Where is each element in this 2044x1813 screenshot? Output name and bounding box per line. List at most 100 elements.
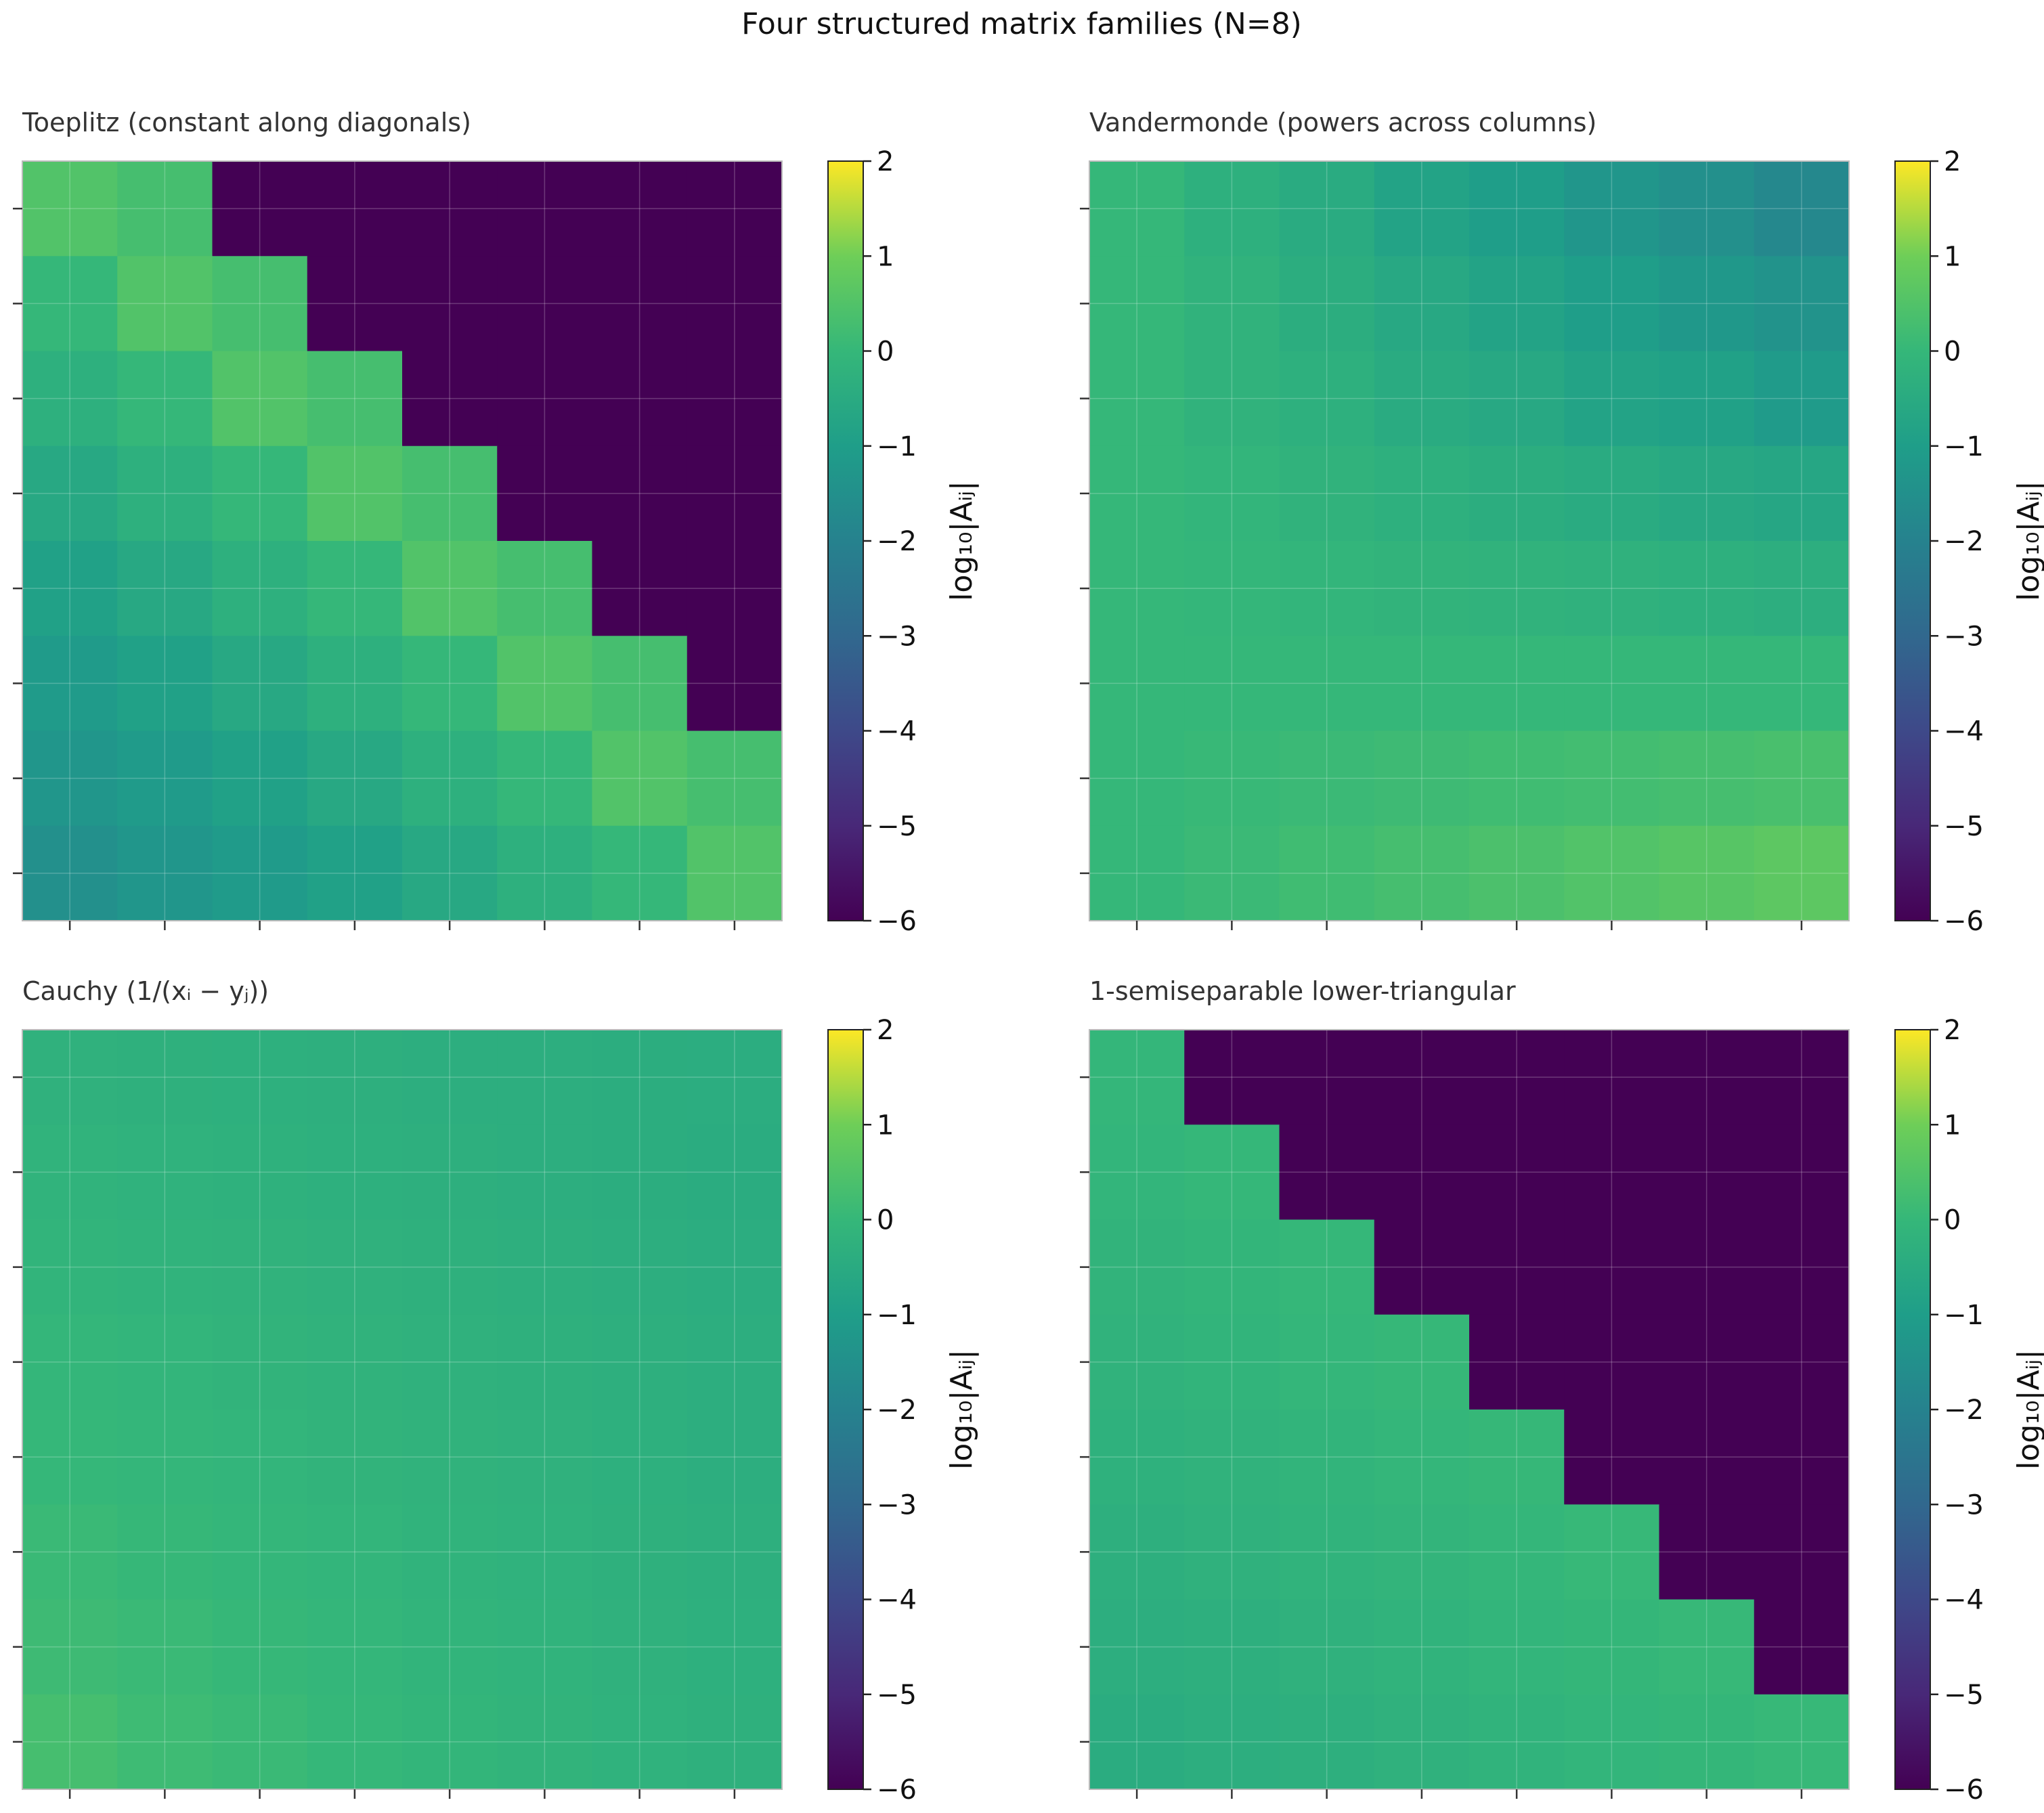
heatmap-cell bbox=[1089, 351, 1185, 447]
heatmap-cell bbox=[1184, 1410, 1280, 1505]
colorbar-tick-label: −1 bbox=[1944, 431, 1984, 462]
heatmap-cell bbox=[307, 256, 403, 352]
heatmap-cell bbox=[22, 1124, 118, 1221]
heatmap-cell bbox=[1279, 1504, 1375, 1600]
heatmap-cell bbox=[307, 541, 403, 636]
heatmap-cell bbox=[1754, 445, 1850, 542]
heatmap-cell bbox=[592, 256, 688, 352]
colorbar-tick-label: −2 bbox=[877, 1395, 917, 1426]
heatmap-cell bbox=[1184, 445, 1280, 542]
heatmap-cell bbox=[1374, 1219, 1470, 1315]
heatmap-cell bbox=[1089, 825, 1185, 921]
heatmap-cell bbox=[212, 256, 308, 352]
heatmap-cell bbox=[1279, 1410, 1375, 1505]
heatmap-cell bbox=[1374, 1124, 1470, 1221]
colorbar-tick-label: −2 bbox=[1944, 1395, 1984, 1426]
heatmap-cell bbox=[1184, 351, 1280, 447]
heatmap-cell bbox=[402, 445, 498, 542]
heatmap-cell bbox=[497, 1219, 593, 1315]
heatmap-cell bbox=[1754, 1694, 1850, 1790]
heatmap-cell bbox=[22, 1410, 118, 1505]
heatmap-cell bbox=[22, 161, 118, 257]
colorbar-label: log₁₀|Aᵢⱼ| bbox=[2012, 481, 2044, 601]
heatmap-cell bbox=[1184, 1124, 1280, 1221]
heatmap-cell bbox=[117, 1694, 213, 1790]
heatmap-cell bbox=[592, 1410, 688, 1505]
heatmap-cell bbox=[1374, 636, 1470, 732]
colorbar-tick-label: −5 bbox=[1944, 811, 1984, 842]
heatmap-cell bbox=[1089, 445, 1185, 542]
colorbar-tick-label: 0 bbox=[877, 336, 894, 368]
heatmap-cell bbox=[1469, 825, 1565, 921]
heatmap-cell bbox=[307, 1599, 403, 1695]
heatmap-cell bbox=[1089, 1504, 1185, 1600]
colorbar-tick-label: 1 bbox=[877, 1110, 894, 1141]
heatmap-cell bbox=[1184, 1599, 1280, 1695]
heatmap-cell bbox=[1184, 1694, 1280, 1790]
heatmap-cell bbox=[687, 256, 783, 352]
heatmap-cell bbox=[1469, 1599, 1565, 1695]
heatmap-cell bbox=[117, 1410, 213, 1505]
colorbar-tick-label: 2 bbox=[1944, 1015, 1961, 1046]
heatmap-cell bbox=[117, 1504, 213, 1600]
heatmap-cell bbox=[1184, 161, 1280, 257]
heatmap-cell bbox=[117, 161, 213, 257]
heatmap-cell bbox=[687, 1599, 783, 1695]
heatmap-cell bbox=[592, 1599, 688, 1695]
heatmap-cell bbox=[1374, 1694, 1470, 1790]
heatmap-cell bbox=[1469, 445, 1565, 542]
heatmap-panel-3: Cauchy (1/(xᵢ − yⱼ)) 2 1 0 −1 −2 −3 −4 −5 −6 log₁₀… bbox=[13, 976, 979, 1806]
heatmap-cell bbox=[212, 1410, 308, 1505]
heatmap-cell bbox=[1089, 730, 1185, 827]
heatmap-cell bbox=[402, 636, 498, 732]
heatmap-cell bbox=[1564, 1314, 1660, 1410]
heatmap-cell bbox=[592, 1219, 688, 1315]
colorbar bbox=[1894, 160, 1931, 921]
panel-title: Vandermonde (powers across columns) bbox=[1089, 108, 1596, 137]
heatmap-cell bbox=[1564, 1219, 1660, 1315]
heatmap-cell bbox=[1659, 1410, 1755, 1505]
heatmap-cell bbox=[687, 541, 783, 636]
colorbar-tick-label: −2 bbox=[1944, 526, 1984, 557]
heatmap-cell bbox=[307, 1410, 403, 1505]
heatmap-cell bbox=[402, 730, 498, 827]
heatmap-cell bbox=[1089, 161, 1185, 257]
colorbar-tick-label: −1 bbox=[1944, 1300, 1984, 1331]
heatmap-cell bbox=[1469, 541, 1565, 636]
colorbar-tick-label: 2 bbox=[877, 1015, 894, 1046]
heatmap-cell bbox=[1564, 1504, 1660, 1600]
heatmap-cell bbox=[1184, 1504, 1280, 1600]
heatmap-cell bbox=[307, 1030, 403, 1125]
colorbar-tick-label: −5 bbox=[877, 1680, 917, 1711]
heatmap-cell bbox=[1374, 1504, 1470, 1600]
heatmap-cell bbox=[1089, 541, 1185, 636]
heatmap-panel-1: Toeplitz (constant along diagonals) 2 1 0 −1… bbox=[13, 108, 979, 937]
heatmap-cell bbox=[1279, 1219, 1375, 1315]
heatmap-cell bbox=[22, 636, 118, 732]
heatmap-cell bbox=[22, 541, 118, 636]
colorbar-tick-label: −6 bbox=[877, 1774, 917, 1806]
heatmap-panel-2: Vandermonde (powers across columns) 2 1 0 −1… bbox=[1080, 108, 2044, 937]
heatmap-cell bbox=[1184, 636, 1280, 732]
heatmap-cell bbox=[1754, 1599, 1850, 1695]
heatmap-cell bbox=[687, 636, 783, 732]
colorbar-tick-label: 0 bbox=[1944, 1205, 1961, 1236]
heatmap-cell bbox=[1659, 1314, 1755, 1410]
heatmap-cell bbox=[1659, 351, 1755, 447]
colorbar-tick-label: −6 bbox=[1944, 1774, 1984, 1806]
heatmap-cell bbox=[1564, 1694, 1660, 1790]
heatmap-cell bbox=[1754, 636, 1850, 732]
heatmap-cell bbox=[1279, 445, 1375, 542]
heatmap-cell bbox=[1279, 1694, 1375, 1790]
heatmap-cell bbox=[687, 1410, 783, 1505]
colorbar-tick-label: −1 bbox=[877, 1300, 917, 1331]
heatmap-cell bbox=[1184, 730, 1280, 827]
panel-title: Toeplitz (constant along diagonals) bbox=[22, 108, 471, 137]
panels: Toeplitz (constant along diagonals) 2 1 0 −1… bbox=[13, 108, 2044, 1806]
colorbar-tick-label: 2 bbox=[877, 146, 894, 177]
colorbar-tick-label: −3 bbox=[877, 621, 917, 652]
heatmap-cell bbox=[1469, 351, 1565, 447]
heatmap-cell bbox=[1374, 1030, 1470, 1125]
heatmap-cell bbox=[1659, 541, 1755, 636]
